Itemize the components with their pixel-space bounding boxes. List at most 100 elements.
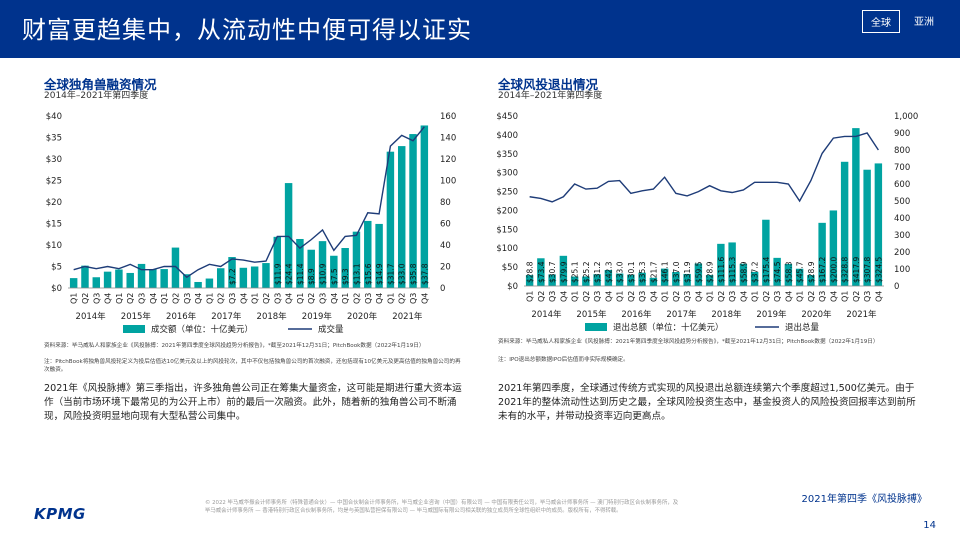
x-tick-label: Q4: [194, 293, 203, 304]
x-tick-label: Q1: [571, 291, 580, 302]
page-title: 财富更趋集中，从流动性中便可得以证实: [22, 16, 472, 44]
year-label: 2021年: [846, 309, 877, 320]
y-tick-left: $35: [46, 134, 62, 144]
year-label: 2019年: [756, 309, 787, 320]
x-tick-label: Q3: [138, 293, 147, 304]
x-tick-label: Q1: [841, 291, 850, 302]
y-tick-left: $150: [496, 225, 518, 235]
bar: [149, 269, 157, 288]
bar: [615, 273, 624, 286]
y-tick-right: 40: [440, 241, 451, 251]
y-tick-right: 120: [440, 155, 456, 165]
y-tick-left: $40: [46, 112, 62, 122]
report-name: 2021年第四季《风投脉搏》: [801, 494, 927, 505]
bar-label: $33.0: [616, 261, 625, 283]
y-tick-right: 800: [894, 146, 910, 156]
bar-label: $25.2: [582, 261, 591, 283]
y-tick-right: 100: [440, 177, 456, 187]
x-tick-label: Q1: [251, 293, 260, 304]
y-tick-left: $20: [46, 198, 62, 208]
bar-label: $58.9: [739, 261, 748, 283]
bar-label: $37.8: [420, 263, 429, 285]
bar-label: $74.5: [773, 261, 782, 283]
bar: [262, 263, 270, 288]
x-tick-label: Q3: [273, 293, 282, 304]
bar: [672, 272, 680, 286]
bar-label: $24.4: [285, 263, 294, 285]
bar: [795, 268, 804, 286]
year-label: 2016年: [621, 309, 652, 320]
page-number: 14: [923, 520, 936, 531]
year-label: 2015年: [121, 311, 152, 322]
bar: [570, 276, 579, 286]
bar: [397, 146, 406, 288]
year-label: 2017年: [211, 311, 242, 322]
y-tick-right: 0: [894, 282, 899, 292]
legend-swatch-bar: [123, 325, 145, 333]
bar: [205, 278, 214, 288]
y-tick-right: 600: [894, 180, 910, 190]
x-tick-label: Q1: [796, 291, 805, 302]
bar-label: $46.1: [661, 261, 670, 283]
bar: [228, 257, 236, 288]
bar-label: $14.9: [375, 263, 384, 285]
y-tick-right: 0: [440, 284, 445, 294]
tab-asia[interactable]: 亚洲: [914, 17, 934, 28]
bar: [296, 238, 304, 288]
x-tick-label: Q3: [228, 293, 237, 304]
bar-label: $8.9: [307, 268, 316, 285]
x-tick-label: Q4: [375, 293, 384, 304]
y-tick-left: $25: [46, 177, 62, 187]
series-line: [73, 126, 425, 279]
bar: [818, 222, 826, 286]
bar: [807, 275, 815, 286]
x-tick-label: Q4: [104, 293, 113, 304]
bar: [840, 161, 849, 286]
bar: [852, 128, 860, 286]
y-tick-right: 160: [440, 112, 456, 122]
x-tick-label: Q3: [728, 291, 737, 302]
bar: [762, 219, 770, 286]
x-tick-label: Q2: [171, 293, 180, 304]
bar-label: $200.0: [829, 257, 838, 283]
bar: [874, 163, 883, 286]
right-chart-subtitle: 2014年–2021年第四季度: [498, 91, 603, 101]
header-bar: 财富更趋集中，从流动性中便可得以证实 全球 亚洲: [0, 0, 960, 58]
tab-global[interactable]: 全球: [862, 10, 900, 33]
bar: [137, 263, 146, 288]
bar-label: $324.5: [874, 257, 883, 283]
x-tick-label: Q2: [762, 291, 771, 302]
left-source: 资料来源：毕马威私人和家族企业《风投脉搏：2021年第四季度全球风投趋势分析报告…: [44, 343, 425, 349]
x-tick-label: Q4: [784, 291, 793, 302]
bar-label: $11.4: [296, 263, 305, 285]
bar: [216, 268, 225, 288]
year-label: 2014年: [531, 309, 562, 320]
x-tick-label: Q2: [582, 291, 591, 302]
bar: [694, 263, 703, 286]
legend-label-line: 成交量: [318, 324, 344, 335]
year-label: 2014年: [76, 311, 107, 322]
bar: [284, 183, 293, 288]
bar-label: $328.8: [841, 257, 850, 283]
bar: [352, 231, 361, 288]
bar-label: $31.2: [593, 261, 602, 283]
x-tick-label: Q3: [548, 291, 557, 302]
y-tick-right: 1,000: [894, 112, 918, 122]
y-tick-right: 60: [440, 220, 451, 230]
y-tick-right: 140: [440, 134, 456, 144]
bar-label: $31.9: [683, 261, 692, 283]
x-tick-label: Q4: [649, 291, 658, 302]
legal-disclaimer: © 2022 毕马威华振会计师事务所（特殊普通合伙）— 中国合伙制会计师事务所，…: [205, 500, 679, 514]
x-tick-label: Q3: [863, 291, 872, 302]
series-line: [529, 132, 879, 203]
x-tick-label: Q4: [829, 291, 838, 302]
region-tabs: 全球 亚洲: [862, 10, 942, 33]
bar: [318, 241, 327, 288]
year-label: 2020年: [347, 311, 378, 322]
x-tick-label: Q4: [559, 291, 568, 302]
x-tick-label: Q3: [409, 293, 418, 304]
year-label: 2017年: [666, 309, 697, 320]
x-tick-label: Q2: [262, 293, 271, 304]
bar: [183, 274, 191, 288]
x-tick-label: Q1: [296, 293, 305, 304]
